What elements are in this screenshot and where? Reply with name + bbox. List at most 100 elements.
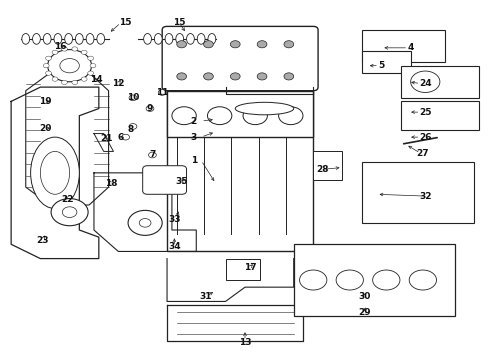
FancyBboxPatch shape — [362, 30, 445, 62]
Ellipse shape — [22, 33, 30, 44]
Ellipse shape — [208, 33, 216, 44]
Text: 8: 8 — [127, 126, 134, 135]
Circle shape — [177, 73, 187, 80]
Ellipse shape — [97, 33, 105, 44]
Text: 20: 20 — [39, 124, 51, 133]
Ellipse shape — [75, 33, 83, 44]
FancyBboxPatch shape — [225, 258, 260, 280]
FancyBboxPatch shape — [167, 91, 313, 251]
Ellipse shape — [65, 33, 73, 44]
Circle shape — [122, 134, 129, 140]
FancyBboxPatch shape — [167, 91, 313, 137]
Text: 23: 23 — [37, 236, 49, 245]
Circle shape — [128, 210, 162, 235]
Circle shape — [81, 77, 87, 81]
Circle shape — [411, 71, 440, 93]
Text: 32: 32 — [419, 192, 432, 201]
Circle shape — [52, 50, 58, 54]
Text: 25: 25 — [419, 108, 432, 117]
Text: 16: 16 — [53, 41, 66, 50]
Circle shape — [146, 106, 154, 111]
Text: 14: 14 — [90, 76, 103, 85]
FancyBboxPatch shape — [162, 26, 318, 91]
Text: 15: 15 — [173, 18, 186, 27]
Text: 1: 1 — [191, 156, 197, 165]
Text: 11: 11 — [156, 88, 169, 97]
Circle shape — [72, 80, 78, 85]
Circle shape — [230, 41, 240, 48]
Circle shape — [172, 107, 196, 125]
Text: 19: 19 — [39, 97, 51, 106]
Text: 28: 28 — [317, 165, 329, 174]
Circle shape — [284, 41, 294, 48]
FancyBboxPatch shape — [362, 162, 474, 223]
Circle shape — [51, 199, 88, 226]
Text: 34: 34 — [168, 242, 181, 251]
Text: 4: 4 — [408, 43, 414, 52]
Circle shape — [284, 73, 294, 80]
Text: 35: 35 — [175, 177, 188, 186]
Circle shape — [46, 56, 51, 60]
Circle shape — [48, 50, 92, 82]
Ellipse shape — [54, 33, 62, 44]
Circle shape — [129, 123, 137, 129]
FancyBboxPatch shape — [294, 244, 455, 316]
Text: 15: 15 — [120, 18, 132, 27]
FancyBboxPatch shape — [401, 102, 479, 130]
Circle shape — [90, 64, 96, 68]
Text: 12: 12 — [112, 79, 124, 88]
Circle shape — [373, 270, 400, 290]
Ellipse shape — [43, 33, 51, 44]
Ellipse shape — [197, 33, 205, 44]
Circle shape — [409, 270, 437, 290]
Text: 10: 10 — [127, 93, 139, 102]
Text: 26: 26 — [419, 132, 432, 141]
Circle shape — [62, 207, 77, 217]
Circle shape — [43, 64, 49, 68]
Circle shape — [60, 59, 79, 73]
Text: 22: 22 — [61, 195, 74, 204]
Circle shape — [279, 107, 303, 125]
Text: 13: 13 — [239, 338, 251, 347]
Circle shape — [139, 219, 151, 227]
Ellipse shape — [86, 33, 94, 44]
Text: 24: 24 — [419, 79, 432, 88]
Text: 7: 7 — [149, 150, 156, 159]
Text: 6: 6 — [118, 132, 124, 141]
Circle shape — [203, 41, 213, 48]
Circle shape — [158, 90, 166, 95]
FancyBboxPatch shape — [313, 152, 343, 180]
Circle shape — [52, 77, 58, 81]
Circle shape — [336, 270, 364, 290]
Ellipse shape — [144, 33, 151, 44]
FancyBboxPatch shape — [362, 51, 411, 73]
Text: 27: 27 — [416, 149, 429, 158]
Circle shape — [88, 71, 94, 75]
Ellipse shape — [30, 137, 79, 208]
Circle shape — [257, 73, 267, 80]
Text: 33: 33 — [168, 215, 181, 224]
Circle shape — [257, 41, 267, 48]
Circle shape — [243, 107, 268, 125]
Ellipse shape — [176, 33, 184, 44]
Circle shape — [72, 47, 78, 51]
Text: 29: 29 — [358, 308, 370, 317]
Circle shape — [46, 71, 51, 75]
Text: 17: 17 — [244, 263, 256, 272]
FancyBboxPatch shape — [143, 166, 187, 194]
Text: 21: 21 — [100, 134, 112, 143]
Circle shape — [148, 152, 156, 158]
Text: 31: 31 — [200, 292, 212, 301]
Text: 2: 2 — [191, 117, 197, 126]
Circle shape — [129, 95, 137, 101]
Ellipse shape — [235, 102, 294, 115]
Circle shape — [61, 47, 67, 51]
Circle shape — [299, 270, 327, 290]
Circle shape — [61, 80, 67, 85]
Text: 5: 5 — [378, 61, 385, 70]
Ellipse shape — [40, 152, 70, 194]
Text: 9: 9 — [147, 104, 153, 113]
Text: 18: 18 — [105, 179, 117, 188]
Ellipse shape — [32, 33, 40, 44]
Circle shape — [207, 107, 232, 125]
